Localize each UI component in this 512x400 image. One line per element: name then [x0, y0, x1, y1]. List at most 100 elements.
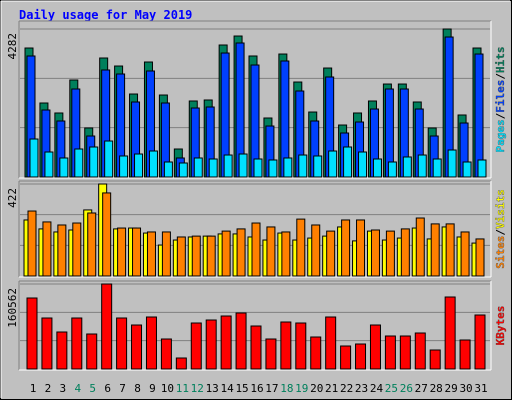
bar — [370, 229, 380, 277]
x-tick-label: 17 — [265, 382, 278, 395]
x-tick-label: 3 — [60, 382, 67, 395]
bar — [280, 321, 292, 370]
bar — [56, 331, 68, 370]
bar — [447, 149, 457, 178]
legend-entry: Hits — [494, 47, 507, 74]
x-tick-label: 1 — [30, 382, 37, 395]
bar — [89, 146, 99, 178]
x-tick-label: 14 — [221, 382, 235, 395]
legend-entry: Files — [494, 80, 507, 113]
bar — [26, 297, 38, 370]
bar — [191, 235, 201, 277]
x-tick-label: 16 — [250, 382, 263, 395]
bar — [474, 53, 484, 178]
bar — [343, 146, 353, 178]
bar — [268, 159, 278, 178]
bar — [415, 217, 425, 277]
bar — [355, 343, 367, 370]
x-tick-label: 28 — [430, 382, 443, 395]
bar — [384, 335, 396, 370]
legend-entry: Sites — [494, 236, 507, 269]
x-tick-label: 23 — [355, 382, 368, 395]
bar — [445, 223, 455, 277]
x-tick-label: 29 — [445, 382, 458, 395]
bar — [477, 159, 487, 178]
bar — [221, 230, 231, 277]
bar — [235, 312, 247, 370]
bar — [44, 151, 54, 178]
legend-entry: KBytes — [494, 306, 507, 346]
y-tick-label: 4282 — [6, 33, 19, 60]
bar — [41, 317, 53, 370]
x-tick-label: 21 — [325, 382, 338, 395]
bar — [325, 316, 337, 370]
bar — [119, 155, 129, 178]
y-tick-label: 422 — [6, 188, 19, 208]
x-tick-label: 18 — [280, 382, 293, 395]
bar — [459, 339, 471, 370]
x-tick-label: 31 — [474, 382, 487, 395]
x-tick-label: 27 — [415, 382, 428, 395]
bar — [146, 231, 156, 277]
legend-separator: / — [494, 73, 507, 80]
x-tick-label: 25 — [385, 382, 398, 395]
bar — [102, 192, 112, 277]
bar — [238, 153, 248, 178]
bar — [475, 238, 485, 277]
bar — [132, 227, 142, 277]
bar — [326, 230, 336, 277]
bar — [220, 315, 232, 370]
x-tick-label: 11 — [176, 382, 189, 395]
bar — [432, 158, 442, 178]
x-tick-label: 10 — [161, 382, 174, 395]
x-tick-label: 7 — [119, 382, 126, 395]
bar — [205, 319, 217, 370]
bar — [178, 162, 188, 178]
legend: Sites/Visits — [494, 189, 507, 269]
bar — [414, 332, 426, 370]
bar — [71, 317, 83, 370]
bar — [444, 296, 456, 370]
bar — [101, 283, 113, 370]
x-tick-label: 13 — [206, 382, 219, 395]
bar — [340, 345, 352, 370]
bar — [313, 155, 323, 178]
legend-separator: / — [494, 229, 507, 236]
bar — [250, 325, 262, 370]
bar — [372, 158, 382, 178]
bar — [148, 150, 158, 178]
bar — [387, 161, 397, 178]
bar — [27, 210, 37, 277]
bar — [295, 322, 307, 370]
bar — [193, 157, 203, 178]
y-tick-label: 160562 — [6, 288, 19, 328]
x-tick-label: 26 — [400, 382, 413, 395]
x-tick-label: 2 — [45, 382, 52, 395]
bar — [402, 156, 412, 178]
bar — [163, 161, 173, 178]
bar — [190, 322, 202, 370]
bar — [161, 231, 171, 277]
bar — [460, 231, 470, 277]
x-tick-label: 5 — [89, 382, 96, 395]
x-tick-label: 6 — [104, 382, 111, 395]
x-tick-label: 9 — [149, 382, 156, 395]
legend-entry: Pages — [494, 119, 507, 152]
bar — [358, 151, 368, 178]
bar — [29, 138, 39, 178]
x-tick-label: 8 — [134, 382, 141, 395]
legend: KBytes — [494, 306, 507, 346]
legend-separator: / — [494, 112, 507, 119]
bar — [328, 150, 338, 178]
bar — [311, 224, 321, 277]
x-tick-label: 20 — [310, 382, 323, 395]
bar — [298, 154, 308, 178]
bar — [283, 157, 293, 178]
bar — [160, 338, 172, 370]
bar — [251, 222, 261, 277]
bar — [265, 338, 277, 370]
bar — [145, 316, 157, 370]
bar — [429, 349, 441, 370]
bar — [399, 335, 411, 370]
